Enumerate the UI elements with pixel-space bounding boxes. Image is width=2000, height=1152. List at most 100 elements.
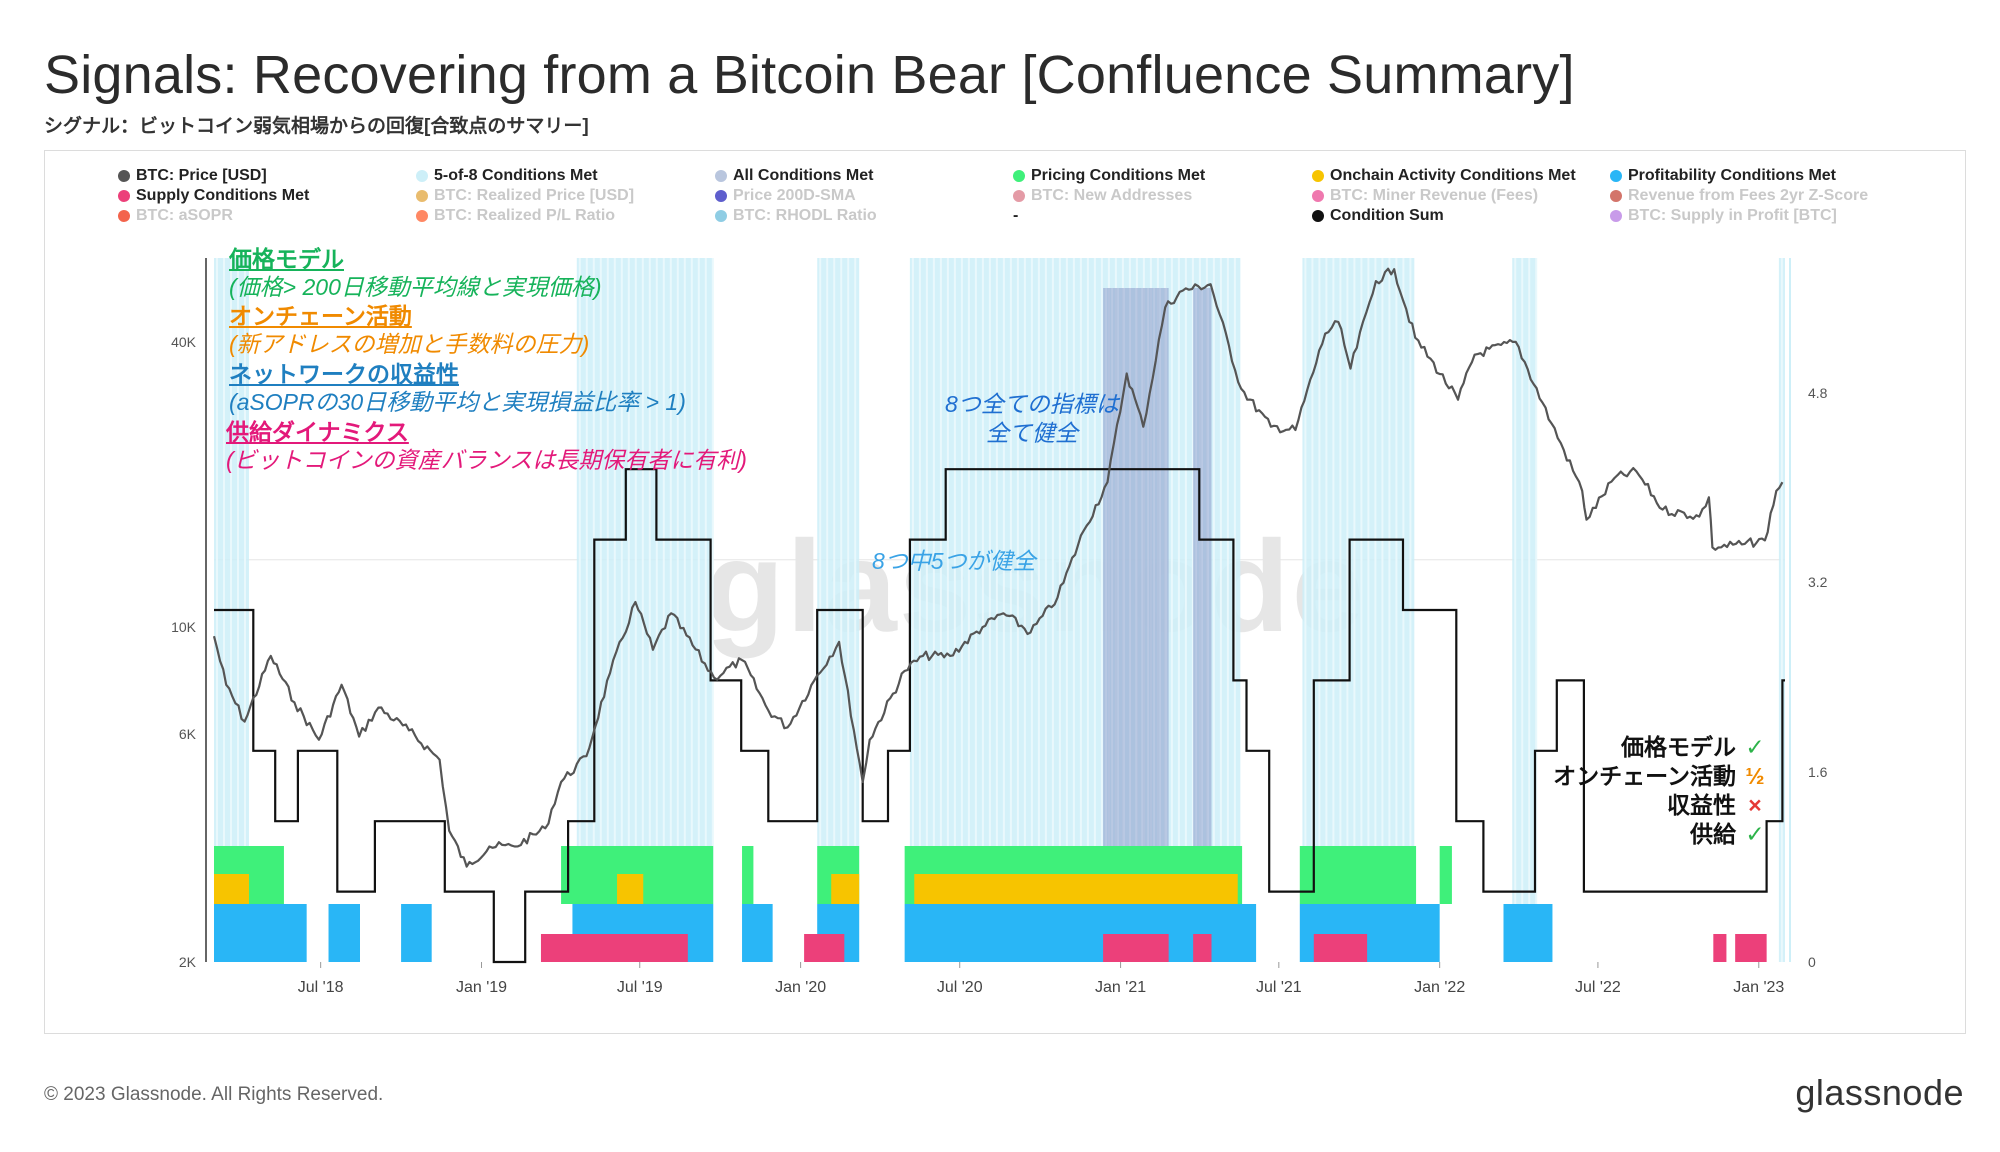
legend-swatch (1610, 190, 1622, 202)
legend-swatch (715, 170, 727, 182)
legend-item[interactable]: Pricing Conditions Met (1013, 167, 1205, 185)
annotation-detail: (価格> 200日移動平均線と実現価格) (229, 274, 602, 300)
legend-swatch (715, 190, 727, 202)
condition-band-profitability (401, 904, 432, 962)
chart-title: Signals: Recovering from a Bitcoin Bear … (44, 45, 1575, 105)
condition-band-supply (1713, 934, 1727, 962)
legend-label: All Conditions Met (733, 167, 874, 184)
condition-band-profitability (328, 904, 360, 962)
legend-item[interactable]: - (1013, 207, 1018, 225)
y-left-tick-label: 10K (171, 619, 197, 635)
legend-swatch (1312, 210, 1324, 222)
legend-item[interactable]: All Conditions Met (715, 167, 873, 185)
legend-label: - (1013, 207, 1019, 224)
condition-band-supply (1735, 934, 1767, 962)
condition-band-pricing (742, 846, 754, 904)
condition-band-supply (540, 934, 688, 962)
legend-item[interactable]: BTC: Realized P/L Ratio (416, 207, 615, 225)
condition-band-profitability (214, 904, 307, 962)
y-left-tick-label: 2K (179, 954, 197, 970)
legend-swatch (1013, 190, 1025, 202)
y-right-tick-label: 4.8 (1808, 385, 1828, 401)
legend-swatch (1013, 170, 1025, 182)
legend-label: Revenue from Fees 2yr Z-Score (1628, 187, 1869, 204)
annotation-heading: オンチェーン活動 (229, 303, 412, 329)
legend-swatch (118, 210, 130, 222)
legend-swatch (416, 210, 428, 222)
y-right-tick-label: 0 (1808, 954, 1816, 970)
legend-swatch (715, 210, 727, 222)
condition-band-supply (1193, 934, 1212, 962)
status-mark-icon: ✓ (1745, 821, 1765, 847)
legend-label: BTC: Supply in Profit [BTC] (1628, 207, 1837, 224)
annotation-detail: (新アドレスの増加と手数料の圧力) (229, 331, 590, 357)
legend-label: Onchain Activity Conditions Met (1330, 167, 1576, 184)
status-label: 収益性 (1667, 792, 1736, 818)
condition-band-supply (1103, 934, 1169, 962)
legend-swatch (1312, 170, 1324, 182)
status-label: 供給 (1690, 821, 1736, 847)
legend-item[interactable]: Condition Sum (1312, 207, 1444, 225)
condition-band-onchain (831, 874, 860, 904)
x-tick-label: Jul '20 (937, 979, 983, 996)
y-left-tick-label: 6K (179, 726, 197, 742)
status-mark-icon: ✓ (1745, 734, 1765, 760)
status-row: 価格モデル ✓ (1621, 728, 1768, 762)
legend-item[interactable]: Profitability Conditions Met (1610, 167, 1836, 185)
legend-item[interactable]: BTC: RHODL Ratio (715, 207, 877, 225)
legend-swatch (416, 190, 428, 202)
condition-band-profitability (1503, 904, 1553, 962)
legend-label: BTC: RHODL Ratio (733, 207, 877, 224)
legend-item[interactable]: Onchain Activity Conditions Met (1312, 167, 1576, 185)
legend-swatch (1610, 170, 1622, 182)
x-tick-label: Jan '23 (1733, 979, 1784, 996)
x-tick-label: Jan '20 (775, 979, 826, 996)
legend-item[interactable]: Revenue from Fees 2yr Z-Score (1610, 187, 1868, 205)
five-of-eight-band (1512, 258, 1537, 962)
legend-item[interactable]: BTC: Supply in Profit [BTC] (1610, 207, 1837, 225)
x-tick-label: Jul '21 (1256, 979, 1302, 996)
legend-item[interactable]: Supply Conditions Met (118, 187, 309, 205)
status-label: 価格モデル (1621, 734, 1736, 760)
status-panel: 価格モデル ✓ オンチェーン活動 ½ 収益性 × 供給 ✓ (1500, 728, 1768, 848)
status-row: 収益性 × (1667, 786, 1768, 820)
x-tick-label: Jan '22 (1414, 979, 1465, 996)
x-tick-label: Jan '19 (456, 979, 507, 996)
legend-item[interactable]: BTC: Price [USD] (118, 167, 267, 185)
legend-label: Supply Conditions Met (136, 187, 310, 204)
condition-band-supply (1313, 934, 1368, 962)
annotation-detail: (ビットコインの資産バランスは長期保有者に有利) (226, 447, 747, 473)
legend-item[interactable]: 5-of-8 Conditions Met (416, 167, 598, 185)
chart-subtitle: シグナル：ビットコイン弱気相場からの回復[合致点のサマリー] (44, 116, 589, 137)
all-conditions-note-line2: 全て健全 (985, 420, 1078, 446)
annotation-detail: (aSOPRの30日移動平均と実現損益比率 > 1) (229, 389, 686, 415)
legend-swatch (118, 190, 130, 202)
annotation-heading: 供給ダイナミクス (226, 419, 409, 445)
legend-label: BTC: New Addresses (1031, 187, 1193, 204)
x-tick-label: Jul '18 (298, 979, 344, 996)
copyright-footer: © 2023 Glassnode. All Rights Reserved. (44, 1084, 384, 1105)
legend-item[interactable]: Price 200D-SMA (715, 187, 856, 205)
legend-item[interactable]: BTC: Realized Price [USD] (416, 187, 634, 205)
legend-label: Profitability Conditions Met (1628, 167, 1836, 184)
legend-item[interactable]: BTC: Miner Revenue (Fees) (1312, 187, 1538, 205)
legend-label: BTC: Miner Revenue (Fees) (1330, 187, 1539, 204)
legend-swatch (1312, 190, 1324, 202)
condition-band-onchain (914, 874, 1238, 904)
y-left-tick-label: 40K (171, 334, 197, 350)
y-right-tick-label: 1.6 (1808, 764, 1828, 780)
legend-item[interactable]: BTC: New Addresses (1013, 187, 1192, 205)
condition-band-onchain (214, 874, 249, 904)
legend-item[interactable]: BTC: aSOPR (118, 207, 233, 225)
legend-swatch (118, 170, 130, 182)
all-conditions-note: 8つ全ての指標は 全て健全 (945, 390, 1119, 448)
legend-label: BTC: aSOPR (136, 207, 233, 224)
legend-swatch (1610, 210, 1622, 222)
price-line (212, 267, 1784, 868)
legend-label: 5-of-8 Conditions Met (434, 167, 598, 184)
x-tick-label: Jan '21 (1095, 979, 1146, 996)
legend-label: Price 200D-SMA (733, 187, 856, 204)
legend-label: BTC: Price [USD] (136, 167, 267, 184)
status-mark-icon: ½ (1745, 763, 1765, 789)
